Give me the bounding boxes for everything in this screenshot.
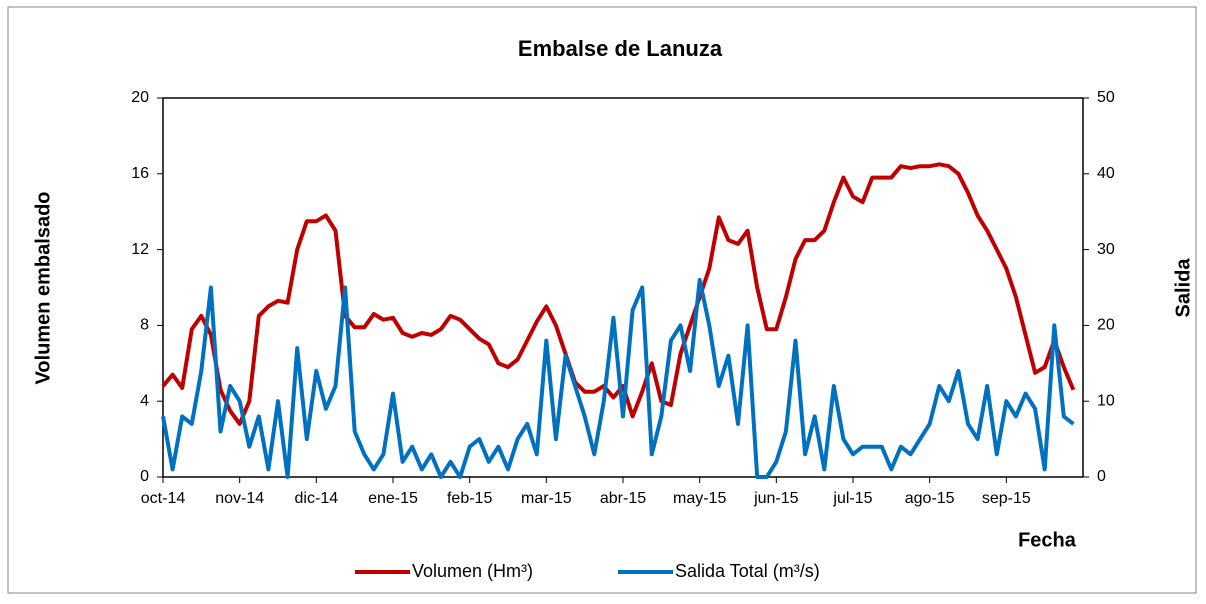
x-tick-label: feb-15 — [447, 490, 492, 507]
y-tick-label: 20 — [131, 89, 149, 106]
x-tick-label: jun-15 — [753, 490, 799, 507]
y-axis-title: Volumen embalsado — [32, 191, 54, 384]
y2-axis-title: Salida — [1172, 258, 1194, 318]
x-tick-label: ene-15 — [368, 490, 418, 507]
x-tick-label: may-15 — [673, 490, 726, 507]
chart-frame — [7, 6, 1197, 594]
x-tick-label: jul-15 — [832, 490, 872, 507]
y-tick-label: 0 — [140, 468, 149, 485]
chart-title: Embalse de Lanuza — [518, 36, 723, 61]
data-line — [161, 162, 1076, 426]
y2-tick-label: 30 — [1097, 241, 1115, 258]
x-tick-label: oct-14 — [141, 490, 186, 507]
y-tick-label: 12 — [131, 241, 149, 258]
x-tick-label: nov-14 — [215, 490, 264, 507]
y-tick-label: 4 — [140, 392, 149, 409]
y2-tick-label: 0 — [1097, 468, 1106, 485]
y-tick-label: 16 — [131, 165, 149, 182]
x-tick-label: abr-15 — [600, 490, 646, 507]
y2-tick-label: 20 — [1097, 317, 1115, 334]
y2-tick-label: 40 — [1097, 165, 1115, 182]
x-tick-label: dic-14 — [295, 490, 339, 507]
y-tick-label: 8 — [140, 317, 149, 334]
data-line — [161, 277, 1075, 479]
y2-tick-label: 50 — [1097, 89, 1115, 106]
y2-tick-label: 10 — [1097, 392, 1115, 409]
x-tick-label: ago-15 — [905, 490, 955, 507]
legend-label: Volumen (Hm³) — [412, 561, 533, 581]
x-tick-label: mar-15 — [521, 490, 572, 507]
x-axis-title: Fecha — [1018, 529, 1077, 551]
x-tick-label: sep-15 — [982, 490, 1031, 507]
legend-label: Salida Total (m³/s) — [675, 561, 820, 581]
